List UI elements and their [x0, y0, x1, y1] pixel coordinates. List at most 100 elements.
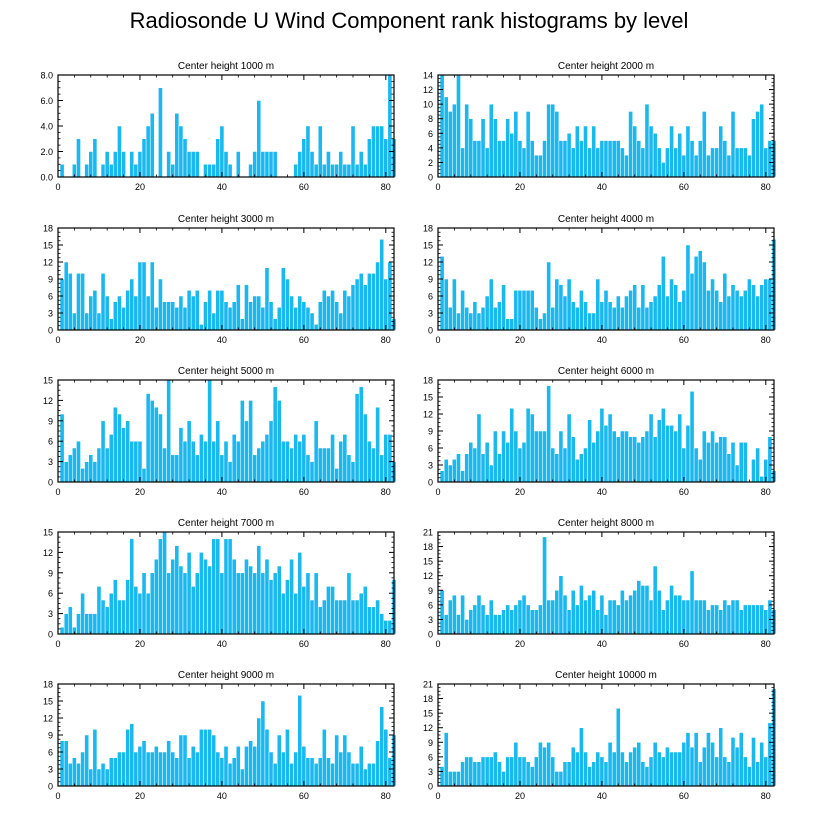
x-tick-label: 0	[55, 791, 60, 801]
x-tick-label: 0	[435, 639, 440, 649]
histogram-bar	[289, 295, 294, 331]
histogram-bar	[141, 572, 147, 635]
histogram-bar	[566, 609, 572, 635]
histogram-bar	[640, 436, 646, 483]
histogram-bar	[235, 284, 241, 331]
histogram-bar	[579, 140, 584, 178]
histogram-bar	[656, 751, 662, 787]
histogram-bar	[480, 118, 486, 178]
y-tick-label: 0	[48, 630, 53, 640]
histogram-bar	[149, 400, 155, 483]
x-tick-label: 0	[435, 487, 440, 497]
histogram-bar	[755, 295, 760, 331]
histogram-bar	[607, 599, 613, 635]
histogram-bar	[747, 278, 752, 331]
histogram-bar	[550, 599, 556, 635]
histogram-bar	[726, 604, 732, 635]
histogram-bar	[628, 111, 633, 178]
histogram-bar	[603, 761, 609, 787]
x-tick-label: 40	[217, 335, 227, 345]
x-tick-label: 40	[217, 182, 227, 192]
histogram-bar	[301, 746, 307, 787]
histogram-bar	[505, 604, 510, 635]
histogram-bar	[706, 442, 711, 483]
histogram-bar	[665, 147, 670, 178]
x-tick-label: 80	[761, 639, 771, 649]
x-tick-label: 80	[381, 639, 391, 649]
histogram-bar	[632, 436, 637, 483]
histogram-bar	[464, 756, 469, 787]
histogram-bar	[525, 604, 531, 635]
histogram-bar	[546, 103, 551, 178]
histogram-bar	[375, 599, 380, 635]
histogram-bar	[677, 301, 683, 331]
histogram-bar	[108, 592, 114, 635]
histogram-bar	[607, 140, 613, 178]
histogram-bar	[272, 386, 278, 483]
histogram-bar	[375, 406, 380, 483]
y-tick-label: 9	[428, 586, 433, 596]
histogram-bar	[338, 751, 344, 787]
histogram-bar	[125, 729, 130, 787]
x-tick-label: 40	[597, 791, 607, 801]
histogram-bar	[141, 138, 147, 178]
x-tick-label: 0	[55, 335, 60, 345]
histogram-bar	[702, 111, 707, 178]
y-tick-label: 0	[48, 782, 53, 792]
histogram-bar	[665, 295, 670, 331]
histogram-bar	[497, 301, 502, 331]
histogram-bar	[317, 125, 323, 178]
histogram-bar	[117, 125, 122, 178]
histogram-bar	[509, 318, 515, 331]
histogram-bar	[685, 599, 691, 635]
histogram-bar	[346, 295, 352, 331]
histogram-bar	[141, 261, 147, 331]
histogram-bar	[342, 434, 348, 483]
histogram-bar	[211, 312, 217, 331]
panel-title: Center height 10000 m	[555, 670, 657, 681]
histogram-bar	[285, 579, 290, 635]
histogram-bar	[718, 609, 724, 635]
histogram-bar	[268, 751, 274, 787]
histogram-bar	[767, 140, 773, 178]
histogram-bar	[743, 604, 748, 635]
x-tick-label: 60	[299, 639, 309, 649]
histogram-bar	[452, 459, 457, 483]
histogram-bar	[562, 594, 568, 635]
histogram-bar	[244, 420, 249, 483]
histogram-bar	[706, 732, 711, 787]
histogram-bar	[673, 284, 678, 331]
y-tick-label: 12	[43, 548, 53, 558]
histogram-bar	[301, 434, 307, 483]
histogram-bar	[681, 599, 687, 635]
histogram-bar	[293, 164, 298, 178]
histogram-bar	[620, 590, 625, 635]
histogram-bar	[615, 140, 621, 178]
x-tick-label: 40	[597, 335, 607, 345]
histogram-bar	[158, 278, 163, 331]
histogram-bar	[620, 430, 625, 483]
x-tick-label: 60	[679, 487, 689, 497]
histogram-bar	[268, 420, 274, 483]
histogram-bar	[219, 125, 225, 178]
histogram-bar	[252, 295, 257, 331]
histogram-bar	[342, 734, 348, 787]
histogram-bar	[186, 290, 192, 331]
histogram-bar	[80, 592, 85, 635]
histogram-bar	[88, 768, 94, 787]
histogram-bar	[272, 572, 278, 635]
histogram-bar	[330, 290, 335, 331]
y-tick-label: 15	[423, 393, 433, 403]
histogram-bar	[379, 706, 385, 787]
histogram-bar	[133, 586, 139, 635]
histogram-bar	[648, 413, 654, 483]
histogram-bar	[484, 614, 490, 635]
histogram-bar	[268, 579, 274, 635]
histogram-bar	[129, 278, 135, 331]
histogram-bar	[460, 761, 465, 787]
x-tick-label: 60	[299, 487, 309, 497]
histogram-bar	[113, 757, 118, 787]
histogram-bar	[367, 440, 372, 483]
histogram-bar	[587, 312, 592, 331]
histogram-bar	[240, 768, 245, 787]
